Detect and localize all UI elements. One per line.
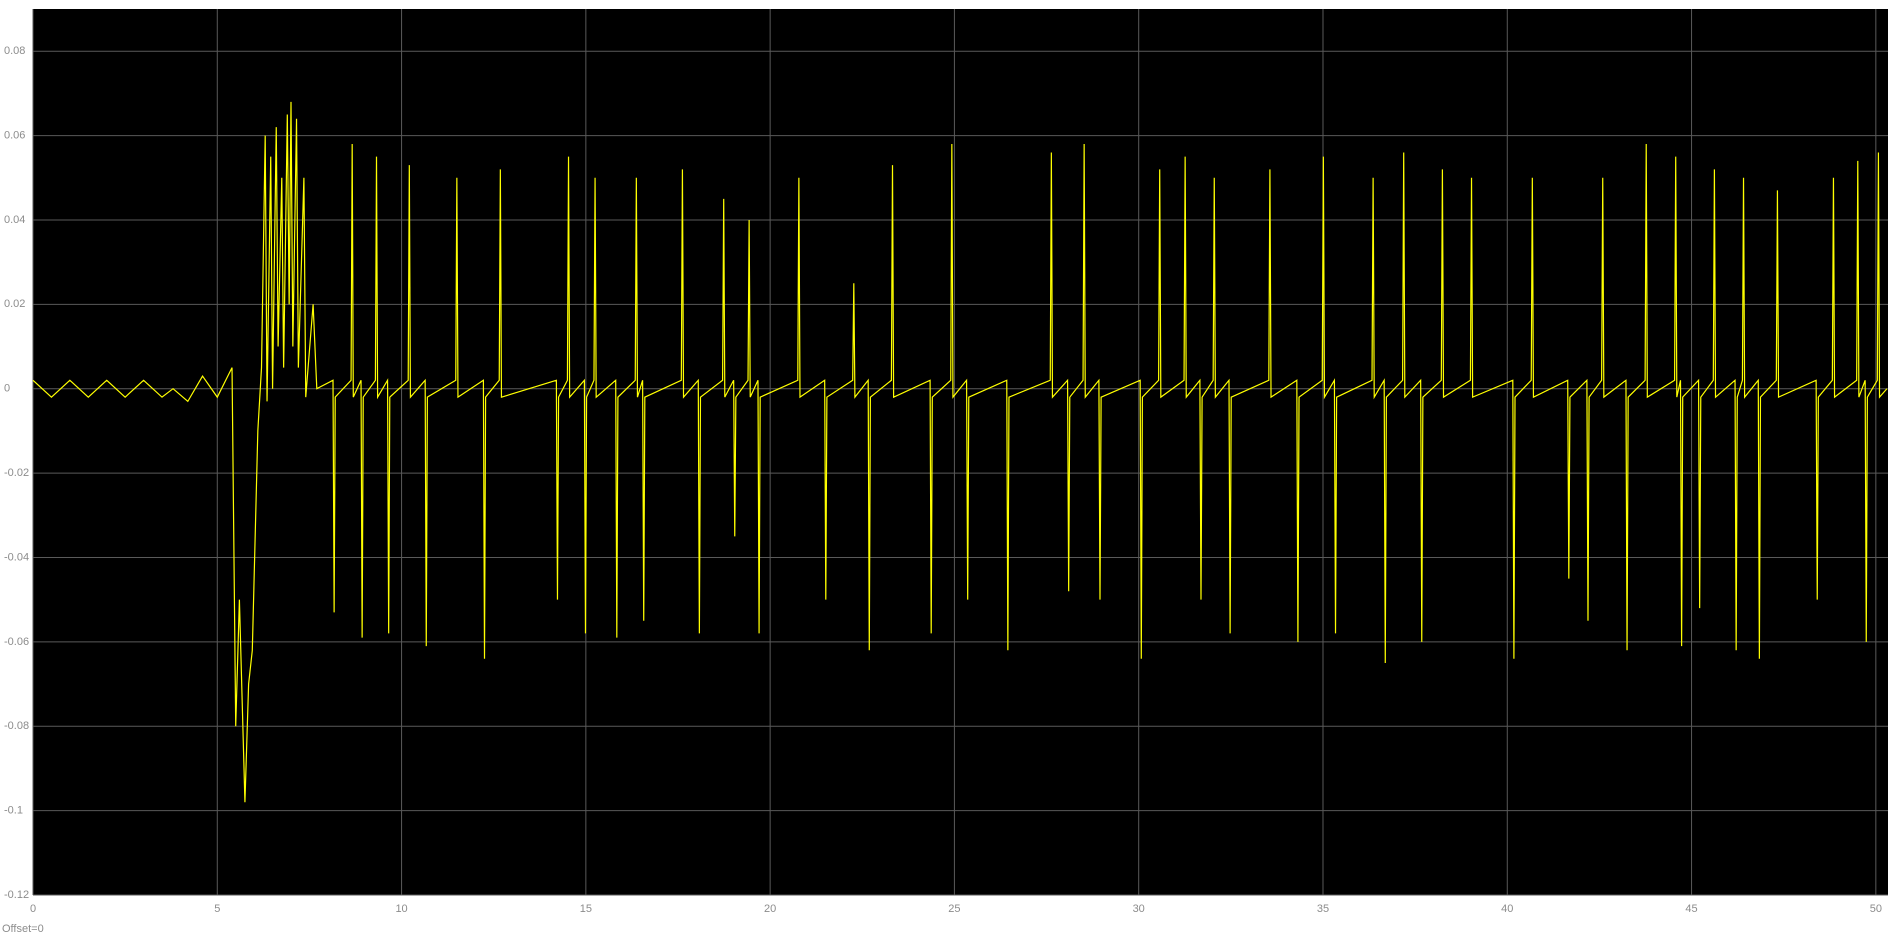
y-tick-label: -0.08 bbox=[4, 720, 29, 732]
x-tick-label: 20 bbox=[764, 903, 776, 915]
y-tick-label: 0.04 bbox=[4, 214, 25, 226]
x-tick-label: 50 bbox=[1870, 903, 1882, 915]
y-tick-label: -0.1 bbox=[4, 805, 23, 817]
y-tick-label: -0.12 bbox=[4, 889, 29, 901]
offset-label: Offset=0 bbox=[2, 923, 44, 935]
x-tick-label: 40 bbox=[1501, 903, 1513, 915]
y-tick-label: 0.02 bbox=[4, 298, 25, 310]
x-tick-label: 0 bbox=[30, 903, 36, 915]
y-tick-label: 0.08 bbox=[4, 45, 25, 57]
y-tick-label: -0.06 bbox=[4, 636, 29, 648]
x-tick-label: 10 bbox=[395, 903, 407, 915]
signal-line bbox=[32, 101, 1888, 803]
x-tick-label: 5 bbox=[214, 903, 220, 915]
y-tick-label: -0.02 bbox=[4, 467, 29, 479]
x-tick-label: 30 bbox=[1133, 903, 1145, 915]
y-tick-label: 0.06 bbox=[4, 129, 25, 141]
x-tick-label: 35 bbox=[1317, 903, 1329, 915]
plot-area bbox=[33, 9, 1888, 895]
x-tick-label: 25 bbox=[948, 903, 960, 915]
x-tick-label: 15 bbox=[580, 903, 592, 915]
y-tick-label: 0 bbox=[4, 383, 10, 395]
y-tick-label: -0.04 bbox=[4, 551, 29, 563]
x-tick-label: 45 bbox=[1685, 903, 1697, 915]
